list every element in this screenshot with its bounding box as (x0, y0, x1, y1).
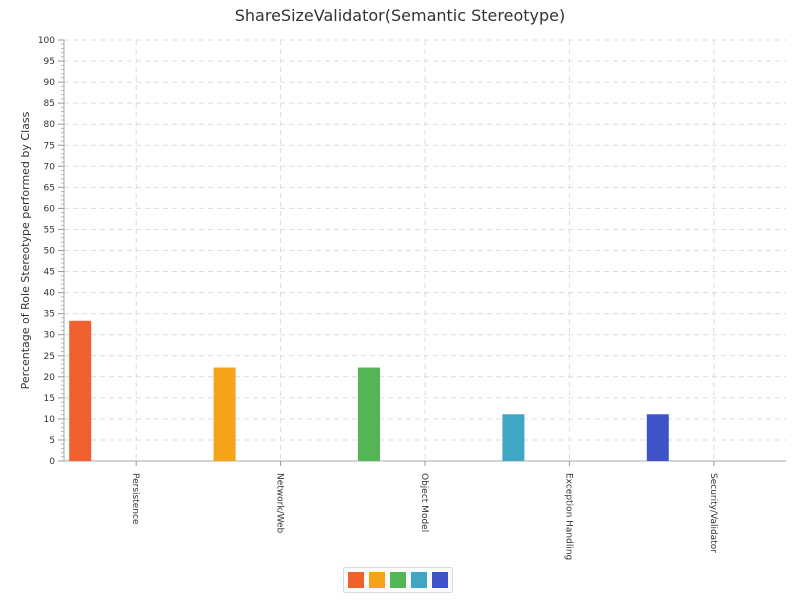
y-tick-label: 20 (44, 373, 56, 383)
y-tick-label: 45 (44, 268, 55, 278)
y-axis-label: Percentage of Role Stereotype performed … (19, 111, 32, 389)
y-tick-label: 90 (44, 78, 56, 88)
y-tick-label: 35 (44, 310, 55, 320)
legend-swatch (411, 572, 427, 588)
y-tick-label: 80 (44, 120, 56, 130)
y-tick-label: 95 (44, 57, 55, 67)
bar-persistence (69, 320, 92, 461)
y-tick-label: 30 (44, 331, 56, 341)
x-tick-label: Exception Handling (563, 473, 573, 560)
x-tick-label: Security/Validator (708, 473, 718, 553)
x-tick-label: Object Model (419, 473, 429, 532)
y-tick-label: 75 (44, 141, 55, 151)
y-tick-label: 25 (44, 352, 55, 362)
bar-object-model (358, 367, 380, 461)
y-tick-label: 100 (38, 36, 55, 46)
y-tick-label: 70 (44, 162, 56, 172)
y-tick-label: 85 (44, 99, 55, 109)
y-tick-label: 65 (44, 183, 55, 193)
legend-swatch (390, 572, 406, 588)
bar-exception-handling (502, 414, 525, 461)
y-tick-label: 15 (44, 394, 55, 404)
legend-swatch (432, 572, 448, 588)
y-tick-label: 0 (49, 457, 55, 467)
legend (343, 567, 453, 593)
chart-title: ShareSizeValidator(Semantic Stereotype) (234, 6, 566, 25)
bar-security-validator (646, 414, 669, 461)
y-tick-label: 60 (44, 204, 56, 214)
bars (69, 320, 669, 461)
y-tick-label: 5 (49, 436, 55, 446)
y-tick-label: 50 (44, 247, 56, 257)
x-tick-label: Persistence (130, 473, 140, 525)
bar-network-web (213, 367, 236, 461)
x-tick-label: Network/Web (275, 473, 285, 534)
y-tick-label: 55 (44, 225, 55, 235)
legend-swatch (348, 572, 364, 588)
axes (58, 39, 786, 466)
y-tick-label: 10 (44, 415, 56, 425)
labels: 0 5 10 15 20 25 30 35 40 45 50 55 60 65 70 75 80 85 90 95 10… (19, 36, 718, 560)
grid (64, 39, 786, 461)
y-tick-label: 40 (44, 289, 56, 299)
legend-swatch (369, 572, 385, 588)
